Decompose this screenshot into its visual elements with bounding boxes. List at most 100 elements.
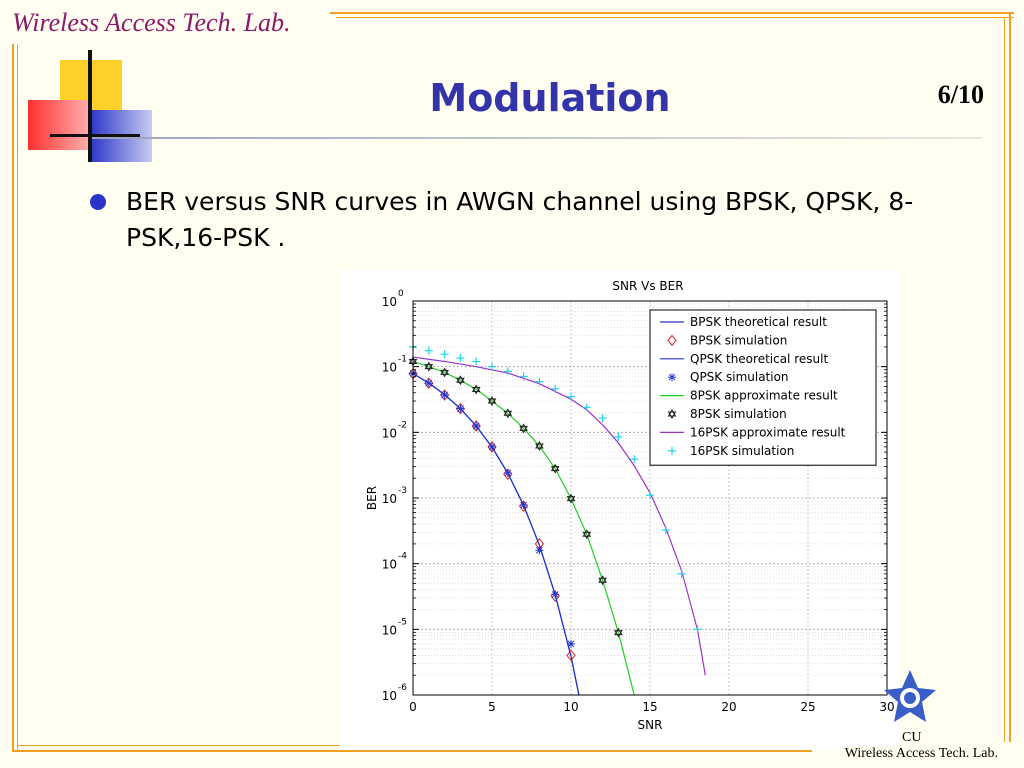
legend-item: 16PSK simulation [668,444,794,458]
y-tick-exponent: -1 [398,355,407,365]
data-point [472,421,481,430]
y-tick-exponent: -5 [398,617,407,627]
legend-label: QPSK theoretical result [690,352,828,366]
data-point [472,357,481,366]
y-tick-label: 10 [382,689,397,703]
title-rule [92,137,982,139]
series-line [412,360,635,696]
series-7 [409,342,702,634]
legend-label: QPSK simulation [690,370,789,384]
frame-top-line-1 [330,12,1014,14]
header-lab-name: Wireless Access Tech. Lab. [12,8,297,38]
y-tick-label: 10 [382,361,397,375]
x-tick-label: 5 [488,700,496,714]
data-point [551,384,560,393]
data-point [677,569,686,578]
data-point [566,649,576,662]
legend-label: 16PSK simulation [690,444,794,458]
x-tick-label: 20 [721,700,736,714]
data-point [440,391,449,400]
legend-item: BPSK theoretical result [660,315,827,329]
legend-item: BPSK simulation [667,333,787,347]
series-6 [412,356,706,676]
data-point [582,403,591,412]
legend-label: BPSK theoretical result [690,315,827,329]
legend-swatch [668,446,676,455]
data-point [646,491,654,500]
data-point [471,384,481,395]
data-point [598,414,607,423]
data-point [661,526,670,535]
data-point [456,404,465,413]
y-tick-exponent: 0 [398,289,404,299]
legend-item: 16PSK approximate result [660,425,846,439]
data-point [456,354,465,363]
bullet-text: BER versus SNR curves in AWGN channel us… [126,187,914,252]
data-point [471,420,481,432]
data-point [551,590,560,599]
series-line [412,373,580,696]
series-line [412,373,580,696]
university-logo-icon [884,670,936,722]
data-point [503,367,512,376]
data-point [614,432,623,441]
legend-swatch [667,334,677,347]
data-point [456,375,465,386]
series-5 [408,356,623,638]
data-point [503,408,513,419]
frame-left-line-2 [17,44,18,752]
data-point [424,379,433,388]
footer-lab-name: Wireless Access Tech. Lab. [842,746,1000,762]
data-point [550,463,560,474]
data-point [518,500,529,513]
legend-label: BPSK simulation [690,333,787,347]
series-2 [412,373,580,696]
legend-item: QPSK theoretical result [660,352,828,366]
chart-legend: BPSK theoretical result BPSK simulation QP… [649,309,877,466]
data-point [487,441,497,453]
y-tick-exponent: -3 [398,486,407,496]
data-point [424,361,434,372]
page-number: 6/10 [937,80,984,109]
frame-top-line-2 [336,17,1014,18]
data-point [488,442,496,451]
x-tick-label: 25 [800,700,815,714]
data-point [503,469,512,478]
chart-title: SNR Vs BER [612,279,683,293]
legend-item: QPSK simulation [668,370,789,384]
data-point [519,423,528,434]
x-axis-label: SNR [638,718,663,732]
ber-chart: SNR Vs BER 0 5 10 15 20 25 3010010-110-210-310… [365,279,895,732]
series-layer [408,342,706,696]
data-point [535,377,544,386]
series-4 [412,360,635,696]
data-point [440,367,449,378]
y-tick-exponent: -4 [398,552,407,562]
data-point [535,546,544,555]
x-tick-label: 30 [879,700,894,714]
legend-label: 8PSK approximate result [690,389,838,403]
legend-box [649,309,877,466]
y-tick-label: 10 [382,426,397,440]
legend-item: 8PSK simulation [667,407,787,421]
data-point [424,346,433,355]
frame-right-line-2 [1004,17,1005,742]
data-point [693,625,702,634]
data-point [630,455,639,464]
y-tick-label: 10 [382,558,397,572]
footer-logo-text: CU [902,730,922,745]
slide-title: Modulation [429,76,671,120]
x-tick-label: 0 [409,700,417,714]
y-tick-label: 10 [382,295,397,309]
data-point [488,362,496,371]
data-point [535,440,544,451]
y-tick-label: 10 [382,623,397,637]
data-point [598,575,607,586]
data-point [487,395,497,407]
y-axis-label: BER [365,486,379,510]
frame-left-line-1 [12,44,14,752]
series-3 [409,369,575,648]
data-point [567,639,575,648]
series-line [412,356,706,676]
